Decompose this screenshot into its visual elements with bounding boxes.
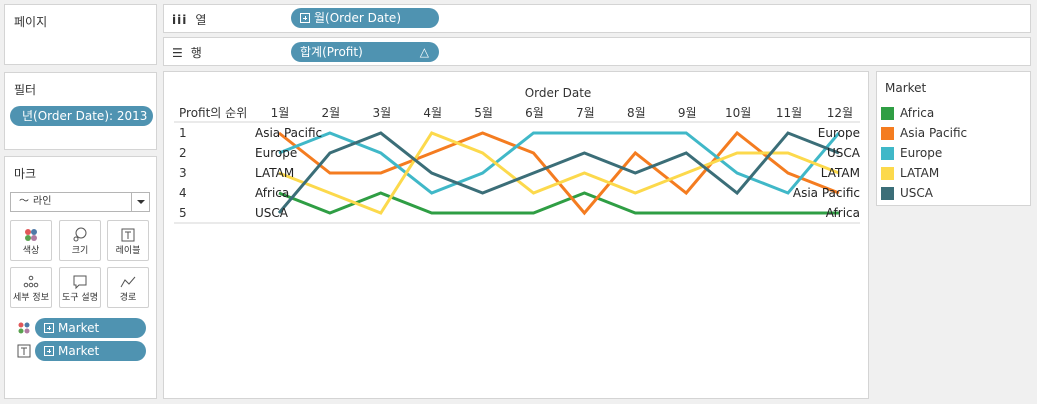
label-button-label: 레이블 bbox=[115, 246, 141, 256]
rank-label: 1 bbox=[179, 126, 187, 140]
year-filter-pill[interactable]: 년(Order Date): 2013 bbox=[10, 106, 153, 126]
end-point-label: USCA bbox=[827, 146, 861, 160]
chart-title: Order Date bbox=[525, 86, 592, 100]
rank-label: 4 bbox=[179, 186, 187, 200]
start-point-label: Europe bbox=[255, 146, 297, 160]
rank-label: 5 bbox=[179, 206, 187, 220]
tooltip-button[interactable]: 도구 설명 bbox=[59, 267, 101, 308]
month-label: 4월 bbox=[423, 106, 442, 120]
chevron-down-icon[interactable] bbox=[131, 193, 149, 211]
series-line-africa[interactable] bbox=[278, 191, 839, 215]
view-area[interactable]: Order Date Profit의 순위 1월 2월 3월 4월 5월 6월 7월 8월 9월… bbox=[163, 71, 869, 399]
start-point-label: LATAM bbox=[255, 166, 294, 180]
detail-icon bbox=[11, 274, 51, 290]
legend-label: LATAM bbox=[900, 166, 940, 180]
detail-button-label: 세부 정보 bbox=[13, 293, 49, 303]
series-line-usca[interactable] bbox=[277, 131, 840, 214]
row-header: Profit의 순위 bbox=[179, 106, 247, 120]
columns-shelf-label: iii 열 bbox=[172, 13, 207, 27]
rank-line-chart[interactable]: Order Date Profit의 순위 1월 2월 3월 4월 5월 6월 7월 8월 9월… bbox=[164, 72, 868, 398]
filters-card[interactable]: 필터 년(Order Date): 2013 bbox=[4, 72, 157, 150]
end-point-label: Europe bbox=[818, 126, 860, 140]
legend-card[interactable]: Market Africa Asia Pacific Europe LATAM … bbox=[876, 71, 1031, 206]
color-field-icon bbox=[17, 321, 31, 338]
rows-icon: ☰ bbox=[172, 46, 183, 60]
month-label: 3월 bbox=[372, 106, 391, 120]
rows-shelf[interactable]: ☰ 행 합계(Profit) △ bbox=[163, 37, 1031, 66]
end-point-label: Africa bbox=[826, 206, 860, 220]
label-icon bbox=[108, 227, 148, 243]
legend-label: Europe bbox=[900, 146, 943, 160]
month-label: 2월 bbox=[322, 106, 341, 120]
table-calc-delta-icon: △ bbox=[419, 45, 429, 59]
series-line-latam[interactable] bbox=[278, 131, 840, 215]
legend-title: Market bbox=[885, 81, 927, 95]
label-market-pill[interactable]: Market bbox=[35, 341, 146, 361]
rows-shelf-label: ☰ 행 bbox=[172, 46, 202, 60]
label-button[interactable]: 레이블 bbox=[107, 220, 149, 261]
line-mark-icon: 〜 bbox=[19, 196, 29, 207]
color-market-pill[interactable]: Market bbox=[35, 318, 146, 338]
end-point-label: LATAM bbox=[821, 166, 860, 180]
expand-icon bbox=[44, 323, 54, 333]
start-point-label: Asia Pacific bbox=[255, 126, 322, 140]
month-label: 9월 bbox=[678, 106, 697, 120]
rank-label: 2 bbox=[179, 146, 187, 160]
rows-pill[interactable]: 합계(Profit) △ bbox=[291, 42, 439, 62]
legend-label: Africa bbox=[900, 106, 935, 120]
start-point-label: USCA bbox=[255, 206, 289, 220]
filters-title: 필터 bbox=[14, 83, 37, 97]
series-line-europe[interactable] bbox=[278, 131, 841, 195]
month-label: 5월 bbox=[474, 106, 493, 120]
color-icon bbox=[11, 227, 51, 243]
legend-swatch bbox=[881, 127, 894, 140]
marks-title: 마크 bbox=[14, 167, 37, 181]
columns-pill[interactable]: 월(Order Date) bbox=[291, 8, 439, 28]
month-label: 7월 bbox=[576, 106, 595, 120]
path-button[interactable]: 경로 bbox=[107, 267, 149, 308]
legend-swatch bbox=[881, 107, 894, 120]
rank-label: 3 bbox=[179, 166, 187, 180]
legend-swatch bbox=[881, 147, 894, 160]
expand-icon bbox=[44, 346, 54, 356]
month-label: 8월 bbox=[627, 106, 646, 120]
columns-shelf[interactable]: iii 열 월(Order Date) bbox=[163, 4, 1031, 33]
legend-label: USCA bbox=[900, 186, 933, 200]
expand-icon bbox=[300, 13, 310, 23]
path-button-label: 경로 bbox=[119, 293, 137, 303]
size-icon bbox=[60, 227, 100, 243]
month-label: 12월 bbox=[827, 106, 853, 120]
pages-card[interactable]: 페이지 bbox=[4, 4, 157, 65]
columns-icon: iii bbox=[172, 13, 188, 27]
label-field-icon bbox=[17, 344, 31, 361]
month-label: 10월 bbox=[725, 106, 751, 120]
legend-label: Asia Pacific bbox=[900, 126, 968, 140]
detail-button[interactable]: 세부 정보 bbox=[10, 267, 52, 308]
size-button[interactable]: 크기 bbox=[59, 220, 101, 261]
pages-title: 페이지 bbox=[14, 15, 48, 29]
end-point-label: Asia Pacific bbox=[793, 186, 860, 200]
mark-type-dropdown[interactable]: 〜 라인 bbox=[10, 192, 150, 212]
size-button-label: 크기 bbox=[71, 246, 89, 256]
path-icon bbox=[108, 274, 148, 290]
tooltip-icon bbox=[60, 274, 100, 290]
month-label: 1월 bbox=[271, 106, 290, 120]
tooltip-button-label: 도구 설명 bbox=[62, 293, 98, 303]
legend-swatch bbox=[881, 167, 894, 180]
color-button[interactable]: 색상 bbox=[10, 220, 52, 261]
legend-swatch bbox=[881, 187, 894, 200]
color-button-label: 색상 bbox=[22, 246, 40, 256]
month-label: 11월 bbox=[776, 106, 802, 120]
start-point-label: Africa bbox=[255, 186, 289, 200]
month-label: 6월 bbox=[525, 106, 544, 120]
